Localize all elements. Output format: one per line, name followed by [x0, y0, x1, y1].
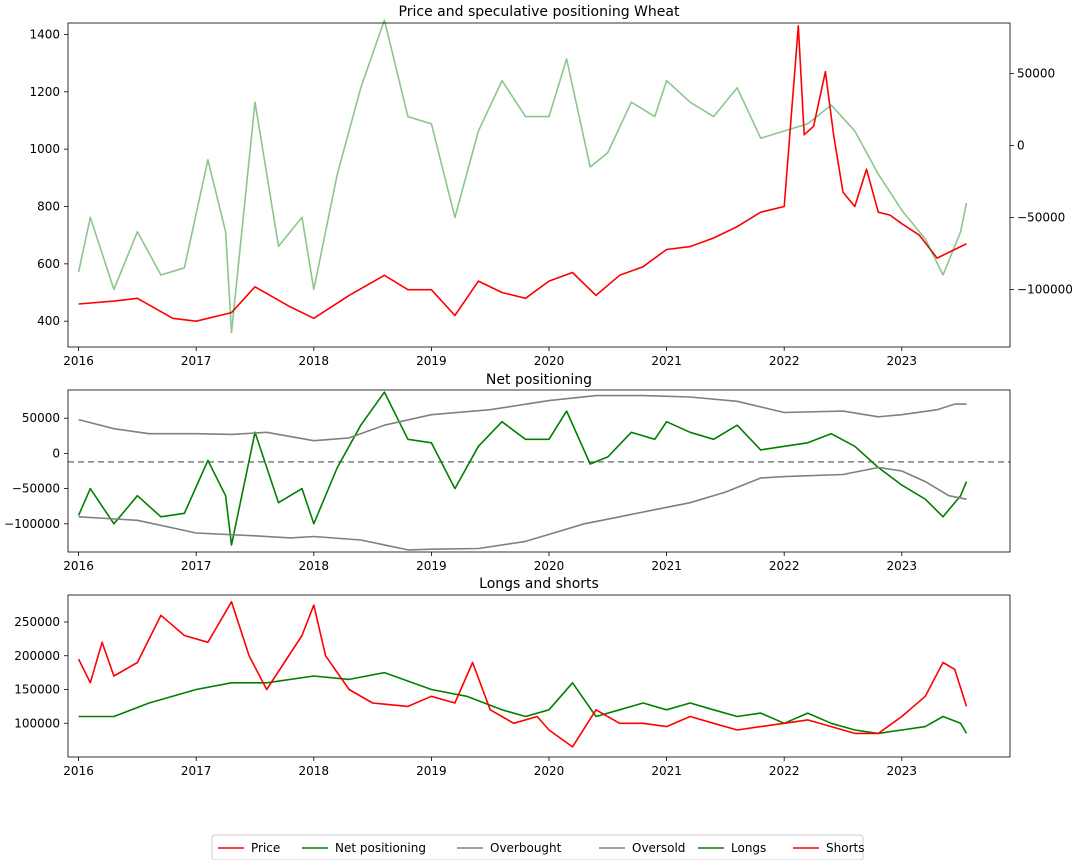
x-tick-label: 2020 [534, 764, 565, 778]
y-tick-label: 0 [52, 446, 60, 460]
x-tick-label: 2022 [769, 354, 800, 368]
x-tick-label: 2023 [887, 764, 918, 778]
panel-longs-shorts-title: Longs and shorts [479, 576, 599, 592]
panel-price: Price and speculative positioning Wheat … [29, 4, 1072, 368]
series-line-net-positioning [77, 19, 968, 334]
x-tick-label: 2020 [534, 559, 565, 573]
series-line-overbought [78, 394, 967, 442]
panel-price-title: Price and speculative positioning Wheat [399, 4, 680, 20]
panel-price-x-axis: 2016 2017 2018 2019 2020 2021 2022 2023 [63, 347, 917, 368]
y-tick-label: 100000 [14, 716, 60, 730]
x-tick-label: 2021 [651, 354, 682, 368]
panel-longs-shorts-y-axis: 100000 150000 200000 250000 [14, 615, 68, 730]
x-tick-label: 2019 [416, 559, 447, 573]
panel-net-frame [67, 389, 1011, 553]
y2-tick-label: −50000 [1017, 210, 1065, 224]
panel-net-x-axis: 2016 2017 2018 2019 2020 2021 2022 2023 [63, 552, 917, 573]
y-tick-label: 600 [37, 257, 60, 271]
x-tick-label: 2020 [534, 354, 565, 368]
y-tick-label: 250000 [14, 615, 60, 629]
y-tick-label: −50000 [12, 482, 60, 496]
series-line-longs [78, 671, 968, 735]
panel-longs-shorts: Longs and shorts 2016 2017 2018 2019 2020 202… [14, 576, 1011, 778]
panel-price-y-axis-right: −100000 −50000 0 50000 [1010, 66, 1073, 296]
legend-box [211, 834, 864, 860]
y2-tick-label: 50000 [1017, 66, 1055, 80]
legend-label-shorts: Shorts [826, 841, 864, 855]
legend-label-net-positioning: Net positioning [335, 841, 426, 855]
x-tick-label: 2016 [63, 764, 94, 778]
x-tick-label: 2021 [651, 559, 682, 573]
x-tick-label: 2018 [299, 354, 330, 368]
panel-longs-shorts-x-axis: 2016 2017 2018 2019 2020 2021 2022 2023 [63, 757, 917, 778]
series-line-net-positioning [77, 391, 968, 546]
x-tick-label: 2023 [887, 559, 918, 573]
y-tick-label: 400 [37, 314, 60, 328]
legend-label-longs: Longs [731, 841, 766, 855]
x-tick-label: 2016 [63, 354, 94, 368]
x-tick-label: 2021 [651, 764, 682, 778]
series-line-oversold [78, 466, 967, 551]
y-tick-label: 800 [37, 200, 60, 214]
y2-tick-label: −100000 [1017, 282, 1073, 296]
x-tick-label: 2017 [181, 354, 212, 368]
series-line-shorts [77, 600, 968, 748]
panel-net-y-axis: −100000 −50000 0 50000 [4, 411, 68, 531]
x-tick-label: 2019 [416, 354, 447, 368]
x-tick-label: 2017 [181, 559, 212, 573]
x-tick-label: 2018 [299, 764, 330, 778]
legend-label-oversold: Oversold [632, 841, 685, 855]
y-tick-label: 1000 [29, 142, 60, 156]
y-tick-label: 200000 [14, 649, 60, 663]
legend-label-price: Price [251, 841, 280, 855]
x-tick-label: 2018 [299, 559, 330, 573]
x-tick-label: 2022 [769, 764, 800, 778]
y-tick-label: 150000 [14, 683, 60, 697]
panel-net-title: Net positioning [486, 372, 592, 388]
series-line-price [78, 25, 967, 323]
y2-tick-label: 0 [1017, 138, 1025, 152]
y-tick-label: 50000 [22, 411, 60, 425]
panel-price-y-axis-left: 400 600 800 1000 1200 1400 [29, 27, 68, 328]
panel-longs-shorts-frame [67, 594, 1011, 758]
x-tick-label: 2019 [416, 764, 447, 778]
y-tick-label: −100000 [4, 517, 60, 531]
legend: Price Net positioning Overbought Oversold Lo… [211, 834, 864, 860]
panel-price-frame [67, 22, 1011, 348]
y-tick-label: 1400 [29, 27, 60, 41]
x-tick-label: 2017 [181, 764, 212, 778]
y-tick-label: 1200 [29, 85, 60, 99]
legend-label-overbought: Overbought [490, 841, 562, 855]
panel-net-positioning: Net positioning 2016 2017 2018 2019 2020 2021… [4, 372, 1011, 573]
x-tick-label: 2016 [63, 559, 94, 573]
x-tick-label: 2022 [769, 559, 800, 573]
x-tick-label: 2023 [887, 354, 918, 368]
